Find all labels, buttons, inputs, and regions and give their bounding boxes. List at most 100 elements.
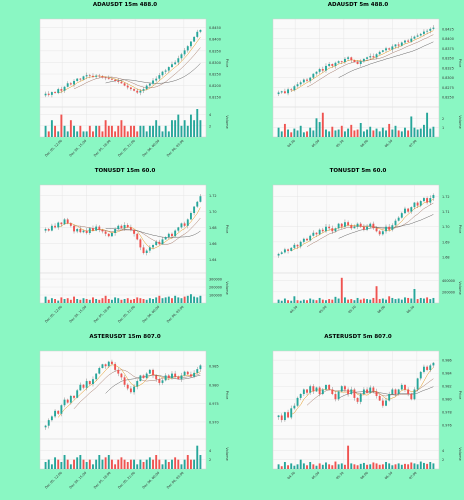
candle-body <box>400 384 403 390</box>
candle-body <box>88 381 91 385</box>
candle-body <box>287 89 290 94</box>
candle-body <box>76 78 79 81</box>
ma-mid-line <box>73 47 201 90</box>
candle-body <box>79 229 82 233</box>
chart-title: TONUSDT 15m 60.0 <box>94 168 156 174</box>
volume-bar <box>199 455 202 469</box>
volume-bar <box>98 125 101 137</box>
volume-bar <box>114 131 117 137</box>
candle-body <box>340 386 343 392</box>
volume-bar <box>189 459 192 469</box>
volume-bar <box>158 125 161 137</box>
volume-bar <box>107 299 110 303</box>
candle-body <box>366 226 369 230</box>
x-tick-label: 04:30 <box>289 305 298 314</box>
candle-body <box>129 227 132 230</box>
price-tick-label: 0.8400 <box>209 38 221 42</box>
candle-body <box>356 62 359 64</box>
volume-bar <box>142 299 145 303</box>
ma-fast-line <box>58 207 201 249</box>
candle-body <box>407 389 410 395</box>
volume-bar <box>101 131 104 137</box>
volume-bar <box>283 462 286 469</box>
volume-bar <box>193 296 196 303</box>
candle-body <box>152 80 154 84</box>
price-tick-label: 0.978 <box>442 411 452 415</box>
x-tick-label: 06:30 <box>384 471 393 480</box>
candle-body <box>129 388 132 393</box>
ma-fast-line <box>58 37 201 93</box>
candle-body <box>145 250 148 253</box>
candle-body <box>126 225 129 228</box>
candle-body <box>397 217 400 221</box>
candle-body <box>114 229 117 233</box>
candle-body <box>391 389 394 395</box>
candle-body <box>158 379 161 383</box>
volume-bar <box>302 299 305 303</box>
candle-body <box>44 229 47 231</box>
candle-body <box>302 79 305 83</box>
candle-body <box>381 400 384 406</box>
volume-bar <box>394 464 397 469</box>
volume-bar <box>318 297 321 303</box>
volume-tick-label: 200000 <box>209 286 222 290</box>
volume-bar <box>369 126 372 137</box>
volume-bar <box>117 459 120 469</box>
x-tick-label: 05:30 <box>335 139 344 148</box>
volume-bar <box>293 128 296 137</box>
volume-bar <box>54 299 57 303</box>
volume-bar <box>85 462 88 469</box>
volume-bar <box>334 130 337 137</box>
x-tick-label: 05:30 <box>347 305 356 314</box>
candle-body <box>79 78 82 80</box>
volume-bar <box>136 464 139 469</box>
candle-body <box>189 213 192 220</box>
volume-bar <box>145 459 148 469</box>
volume-bar <box>362 131 365 137</box>
candle-body <box>171 64 173 68</box>
price-axis-label: Price <box>225 59 229 69</box>
price-tick-label: 1.69 <box>442 240 450 244</box>
candle-body <box>353 226 356 229</box>
candle-body <box>404 40 406 43</box>
volume-bar <box>167 131 170 137</box>
candle-body <box>155 241 158 245</box>
volume-bar <box>375 128 378 137</box>
volume-bar <box>359 299 362 303</box>
volume-bar <box>196 445 199 469</box>
volume-bar <box>372 130 375 137</box>
candle-body <box>167 375 170 379</box>
volume-bar <box>60 114 63 137</box>
volume-bar <box>129 459 132 469</box>
candle-body <box>328 384 331 390</box>
volume-bar <box>337 298 340 303</box>
candle-body <box>139 239 142 248</box>
volume-bar <box>362 298 365 303</box>
candle-body <box>171 233 173 237</box>
candle-body <box>177 227 180 231</box>
price-tick-label: 0.8275 <box>442 86 454 90</box>
candle-body <box>54 225 57 228</box>
ma-mid-line <box>306 34 434 88</box>
price-tick-label: 0.8350 <box>209 49 221 53</box>
volume-bar <box>95 125 98 137</box>
volume-bar <box>196 297 199 303</box>
volume-bar <box>57 131 60 137</box>
candle-body <box>410 394 413 400</box>
candle-body <box>199 29 202 32</box>
x-tick-label: Dec 06, 00:00 <box>142 471 161 490</box>
volume-bar <box>174 295 177 303</box>
candle-body <box>117 225 120 229</box>
candle-body <box>309 386 312 393</box>
volume-bar <box>82 298 85 303</box>
plot-area <box>272 350 440 470</box>
candle-body <box>123 225 126 229</box>
candle-body <box>296 244 299 247</box>
candle-body <box>315 71 318 74</box>
candle-body <box>123 377 126 385</box>
volume-bar <box>350 124 353 137</box>
volume-bar <box>422 298 425 303</box>
volume-bar <box>92 131 94 137</box>
chart-panel: TONUSDT 15m 60.0 1.72 1.70 1.68 1.66 1.64 3000… <box>20 166 230 332</box>
